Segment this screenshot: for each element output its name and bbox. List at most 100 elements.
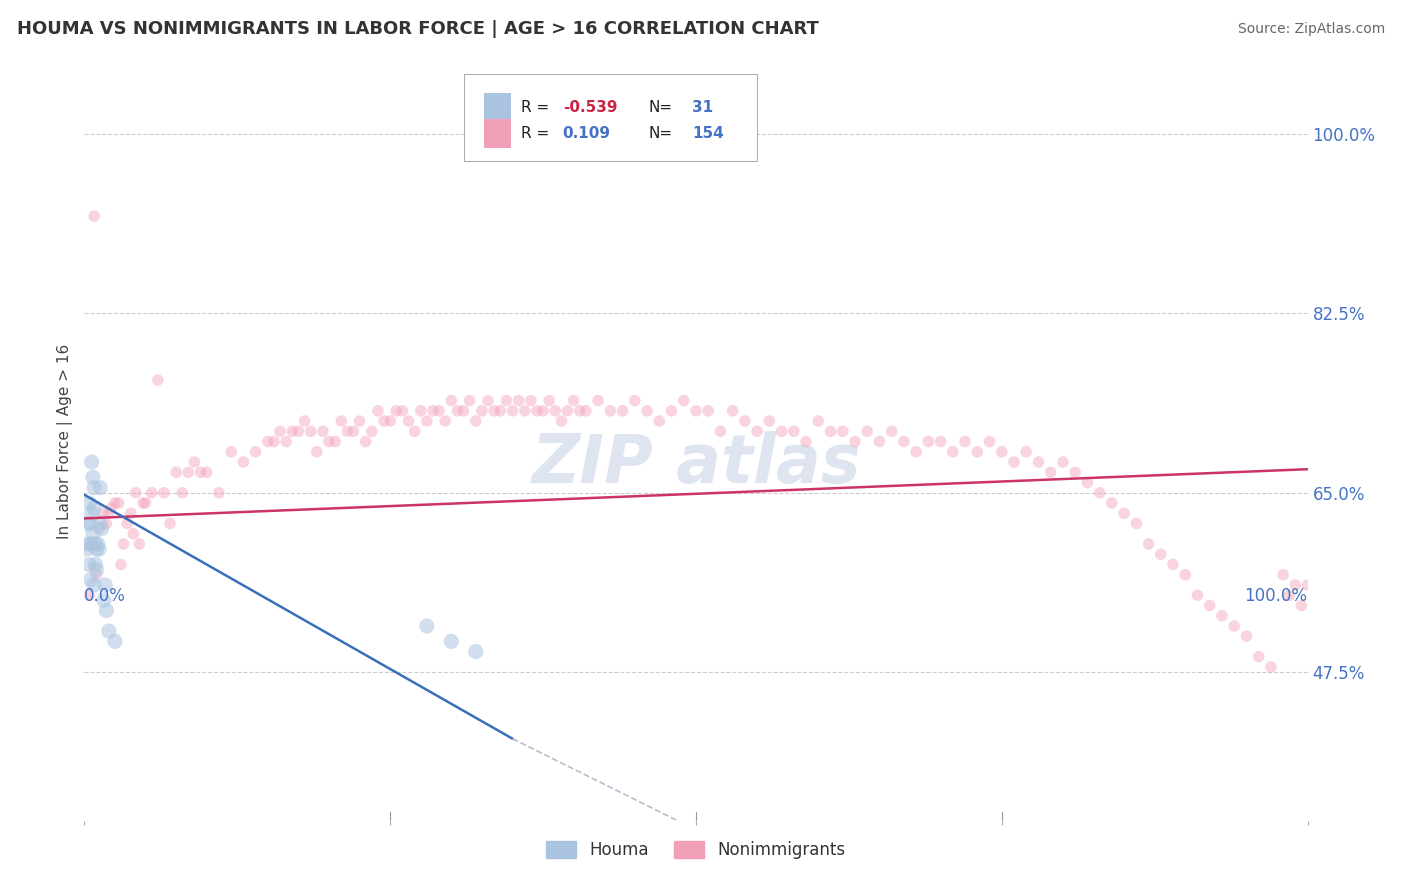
Point (128, 537, 150, 551)
Point (734, 414, 756, 428)
Point (489, 404, 512, 418)
Point (636, 404, 658, 418)
Point (1125, 516, 1147, 531)
Point (844, 434, 866, 449)
Point (697, 404, 720, 418)
Point (1039, 465, 1062, 479)
Point (100, 501, 122, 516)
Bar (484, 94, 512, 122)
Point (96, 516, 118, 531)
Point (531, 404, 554, 418)
Point (90, 522, 112, 536)
Point (84, 558, 107, 572)
Point (146, 373, 169, 387)
Point (1211, 608, 1233, 623)
Text: 100.0%: 100.0% (1244, 587, 1308, 605)
Bar (484, 119, 512, 148)
Point (612, 404, 634, 418)
Point (77, 516, 100, 531)
Point (929, 434, 952, 449)
Point (80, 537, 103, 551)
Point (183, 455, 205, 469)
Point (526, 404, 548, 418)
Point (1064, 465, 1087, 479)
Point (544, 404, 567, 418)
Point (380, 414, 402, 428)
Point (1174, 567, 1197, 582)
Point (831, 425, 853, 439)
Point (568, 404, 591, 418)
Point (783, 425, 806, 439)
Point (299, 425, 322, 439)
Point (263, 434, 285, 449)
Text: 0.0%: 0.0% (84, 587, 127, 605)
Point (120, 506, 142, 520)
Point (165, 465, 187, 479)
Point (294, 414, 316, 428)
Point (508, 393, 530, 408)
Point (141, 485, 163, 500)
Point (77, 537, 100, 551)
Point (195, 465, 218, 479)
Point (219, 444, 242, 458)
Point (96, 604, 118, 618)
Point (550, 414, 572, 428)
Text: N=: N= (648, 101, 672, 115)
Point (502, 404, 524, 418)
Point (110, 558, 132, 572)
Point (82, 470, 104, 484)
Point (97, 506, 120, 520)
Point (76, 542, 98, 557)
Point (966, 444, 988, 458)
Point (84, 537, 107, 551)
Point (104, 496, 127, 510)
Point (115, 516, 138, 531)
Point (1278, 588, 1301, 602)
Point (1198, 599, 1220, 613)
Point (97, 624, 120, 639)
Point (287, 425, 309, 439)
Point (312, 425, 335, 439)
Point (159, 516, 181, 531)
Point (190, 465, 212, 479)
Point (520, 393, 543, 408)
Point (856, 425, 879, 439)
Point (77, 558, 100, 572)
Point (86, 542, 108, 557)
Point (1150, 547, 1173, 561)
Point (495, 393, 517, 408)
Point (648, 414, 671, 428)
Point (991, 444, 1014, 458)
Point (77, 496, 100, 510)
Point (79, 516, 101, 531)
Text: 154: 154 (692, 126, 724, 141)
Point (1015, 444, 1038, 458)
Point (367, 404, 389, 418)
Point (1296, 578, 1319, 592)
Point (869, 434, 891, 449)
Point (453, 404, 475, 418)
FancyBboxPatch shape (464, 74, 758, 161)
Point (281, 425, 304, 439)
Point (1028, 455, 1050, 469)
Point (336, 425, 359, 439)
Point (89, 481, 111, 495)
Point (709, 425, 731, 439)
Point (513, 404, 536, 418)
Point (89, 516, 111, 531)
Point (77, 588, 100, 602)
Text: HOUMA VS NONIMMIGRANTS IN LABOR FORCE | AGE > 16 CORRELATION CHART: HOUMA VS NONIMMIGRANTS IN LABOR FORCE | … (17, 20, 818, 37)
Point (107, 496, 129, 510)
Point (354, 434, 377, 449)
Point (135, 496, 157, 510)
Point (208, 485, 231, 500)
Point (1272, 567, 1295, 582)
Point (458, 393, 481, 408)
Point (880, 425, 903, 439)
Point (416, 414, 439, 428)
Point (1101, 496, 1123, 510)
Point (86, 563, 108, 577)
Point (87, 537, 110, 551)
Point (807, 414, 830, 428)
Point (770, 425, 793, 439)
